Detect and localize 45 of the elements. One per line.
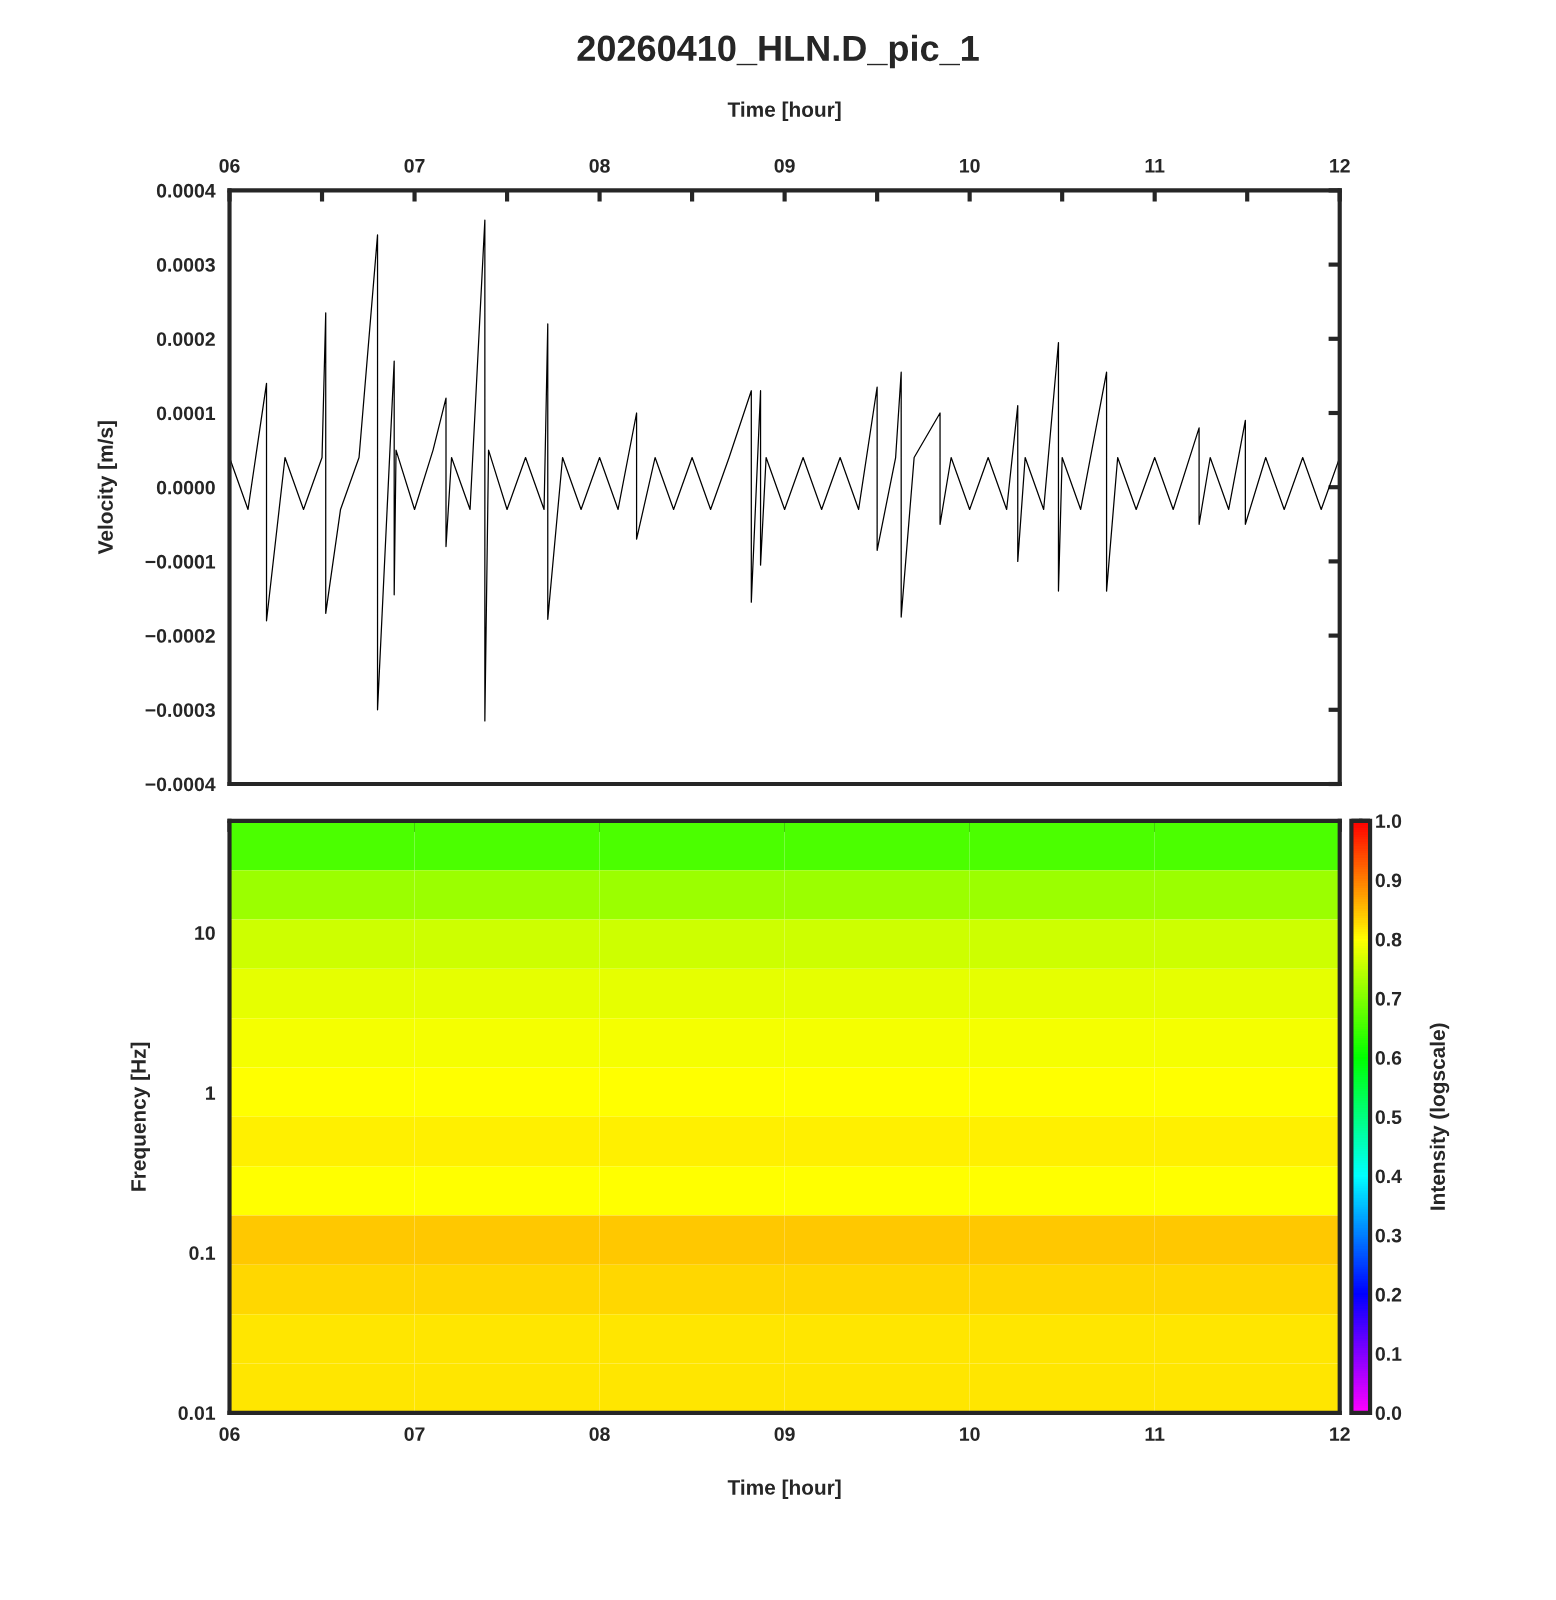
x-axis-title: Time [hour]	[727, 101, 841, 122]
y-tick-label: 10	[195, 926, 215, 940]
y-tick-label: −0.0001	[145, 554, 216, 569]
x-tick-label: 09	[774, 1427, 795, 1441]
x-tick-label: 12	[1330, 1427, 1350, 1441]
x-tick-label: 08	[589, 1427, 610, 1441]
x-tick-label: 12	[1330, 158, 1350, 173]
color-bar-label: 0.0	[1375, 1406, 1402, 1421]
y-tick-label: 1	[206, 1086, 216, 1100]
line-series	[229, 219, 1340, 722]
color-bar-label: 0.8	[1375, 932, 1402, 947]
color-bar-title: Intensity (logscale)	[1429, 1023, 1450, 1210]
x-tick-label: 09	[774, 158, 795, 173]
x-axis-title: Time [hour]	[727, 1479, 841, 1499]
y-tick-label: 0.0000	[156, 480, 215, 495]
y-tick-label: −0.0002	[145, 629, 215, 643]
x-tick-label: 06	[219, 1427, 240, 1441]
x-tick-label: 07	[404, 158, 425, 173]
y-tick-label: −0.0003	[145, 703, 215, 718]
color-bar-label: 0.5	[1375, 1110, 1402, 1125]
x-tick-label: 07	[404, 1427, 425, 1441]
x-tick-label: 10	[960, 158, 980, 173]
color-bar-label: 0.6	[1375, 1051, 1402, 1065]
y-axis-title: Velocity [m/s]	[97, 421, 118, 555]
x-tick-label: 08	[589, 158, 610, 173]
y-tick-label: 0.0003	[156, 258, 215, 272]
color-bar-label: 0.2	[1375, 1287, 1402, 1302]
y-tick-label: 0.0001	[156, 406, 216, 421]
chart-title: 20260410_HLN.D_pic_1	[577, 34, 979, 69]
y-tick-label: 0.1	[189, 1246, 216, 1260]
x-tick-label: 06	[219, 158, 240, 173]
x-tick-label: 11	[1145, 1427, 1165, 1441]
y-tick-label: −0.0004	[145, 777, 216, 792]
x-tick-label: 10	[960, 1427, 980, 1441]
y-tick-label: 0.0004	[156, 183, 216, 198]
color-bar-label: 0.1	[1375, 1347, 1402, 1361]
color-bar-label: 0.3	[1375, 1228, 1402, 1243]
y-tick-label: 0.01	[178, 1406, 216, 1421]
x-tick-label: 11	[1145, 159, 1165, 173]
color-bar-label: 0.9	[1375, 873, 1402, 888]
y-tick-label: 0.0002	[156, 332, 215, 347]
y-axis-title: Frequency [Hz]	[130, 1042, 150, 1191]
color-bar-label: 1.0	[1376, 814, 1402, 829]
color-bar-label: 0.4	[1375, 1169, 1402, 1184]
color-bar-label: 0.7	[1375, 991, 1402, 1006]
